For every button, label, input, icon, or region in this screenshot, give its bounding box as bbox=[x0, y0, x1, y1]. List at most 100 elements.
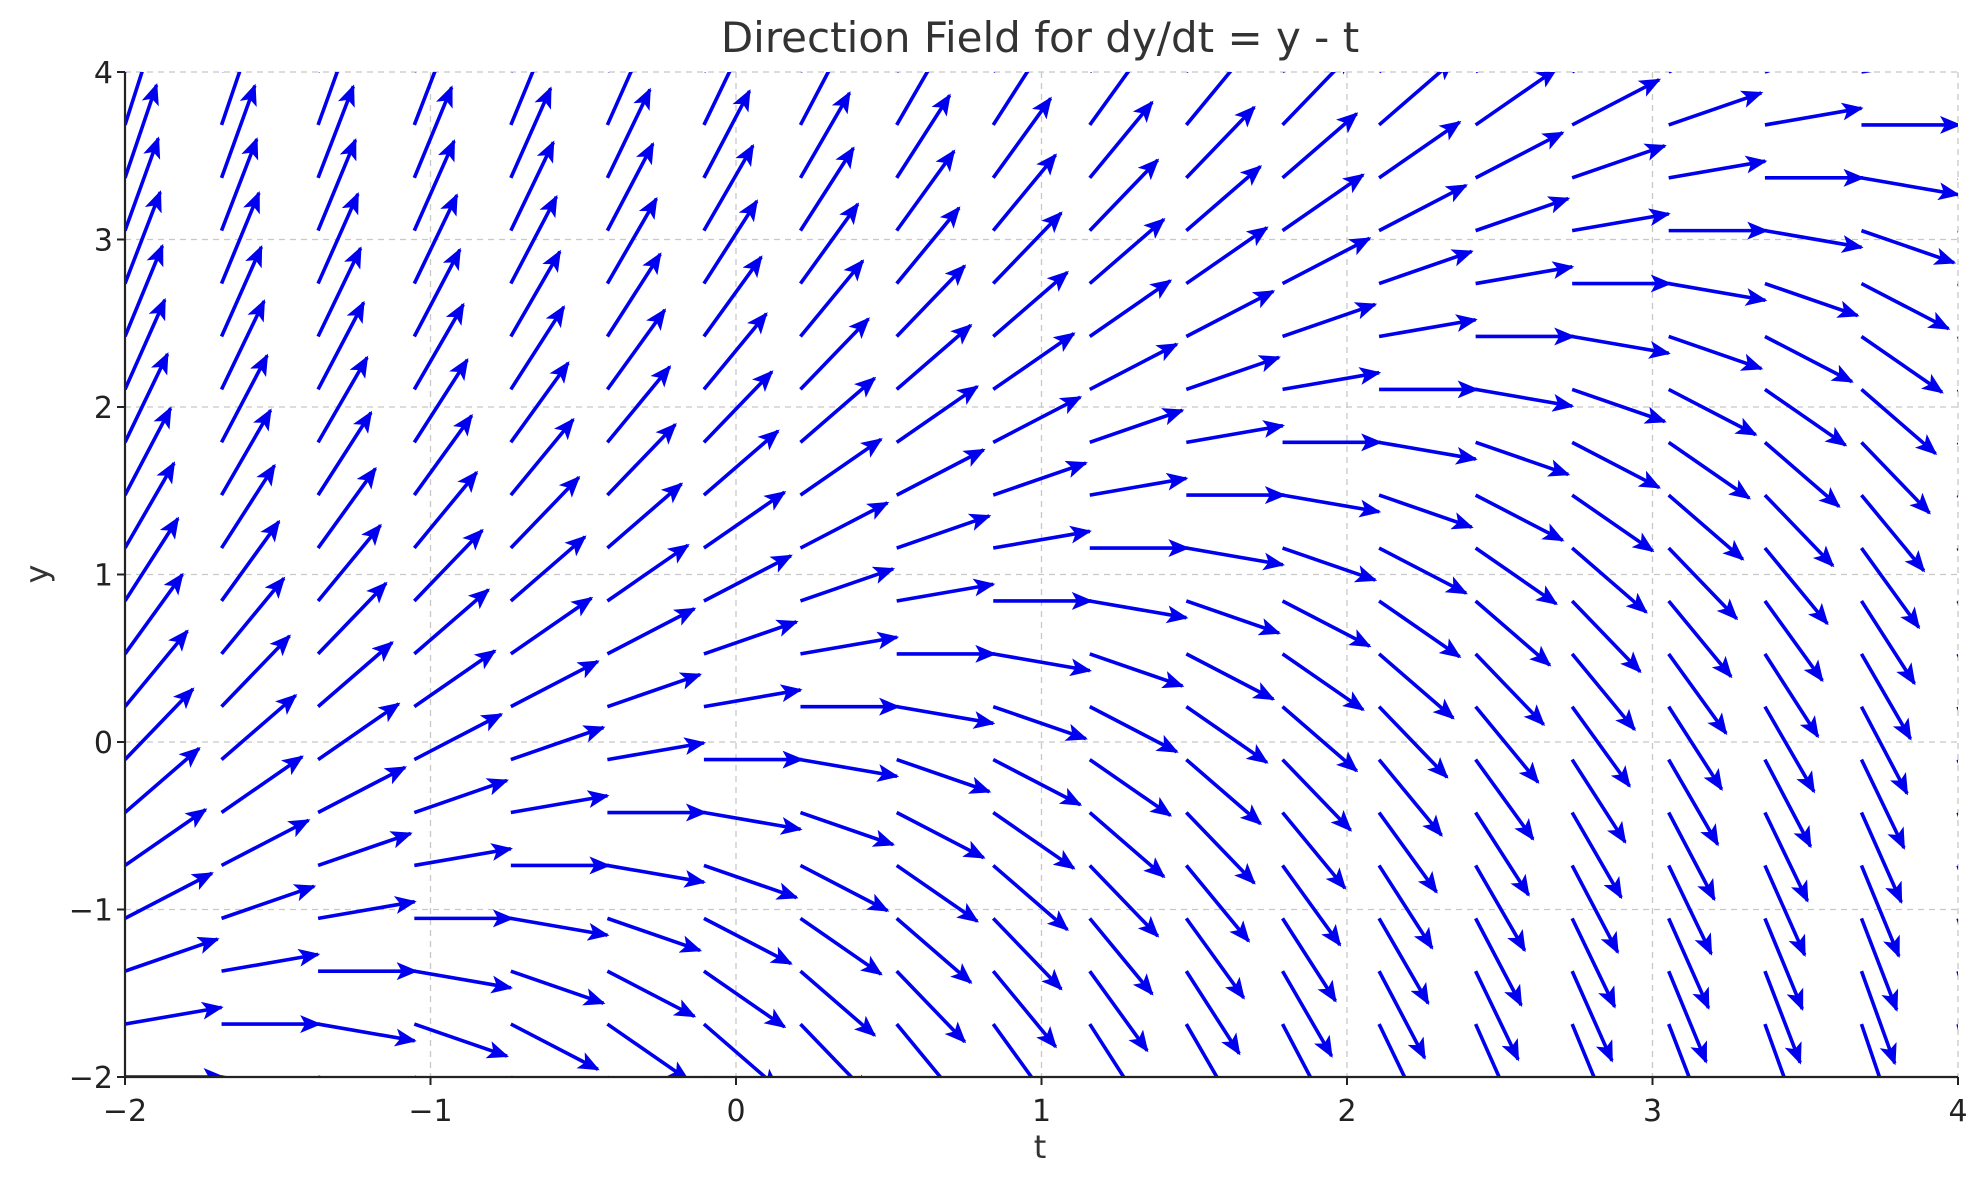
field-arrow bbox=[1474, 72, 1558, 127]
field-arrow bbox=[607, 1075, 611, 1077]
field-arrow bbox=[1474, 131, 1565, 180]
field-arrow bbox=[896, 704, 996, 729]
field-arrow bbox=[219, 190, 261, 285]
field-arrow bbox=[1570, 758, 1627, 844]
field-arrow bbox=[219, 408, 273, 497]
field-arrow bbox=[412, 302, 465, 391]
field-arrow bbox=[1474, 917, 1523, 1008]
field-arrow bbox=[1185, 105, 1256, 180]
field-arrow bbox=[221, 72, 224, 73]
field-arrow bbox=[1088, 864, 1160, 938]
field-arrow bbox=[317, 1022, 417, 1047]
field-arrow bbox=[316, 523, 382, 603]
field-arrow bbox=[125, 136, 161, 232]
field-arrow bbox=[413, 588, 491, 656]
field-arrow bbox=[1570, 811, 1623, 900]
field-arrow bbox=[1088, 917, 1154, 996]
field-arrow bbox=[606, 672, 703, 709]
field-arrow bbox=[1667, 440, 1752, 500]
field-arrow bbox=[125, 808, 208, 867]
field-arrow bbox=[992, 332, 1076, 391]
field-arrow bbox=[1378, 546, 1468, 595]
field-arrow bbox=[798, 146, 855, 232]
field-arrow bbox=[895, 149, 956, 232]
field-arrow bbox=[1378, 249, 1474, 286]
field-arrow bbox=[1859, 705, 1909, 796]
y-tick-label: 2 bbox=[94, 391, 113, 426]
field-arrow bbox=[412, 139, 456, 232]
tick-labels: −2 −1 0 1 2 3 4 −2 −1 0 1 2 3 4 bbox=[69, 56, 1968, 1129]
field-arrow bbox=[1377, 705, 1449, 779]
field-arrow bbox=[1570, 546, 1648, 614]
field-arrow bbox=[1282, 493, 1382, 518]
field-arrow bbox=[606, 482, 684, 550]
field-arrow bbox=[1861, 1076, 1864, 1077]
field-arrow bbox=[125, 1001, 224, 1026]
field-arrow bbox=[895, 385, 980, 444]
field-arrow bbox=[125, 190, 162, 285]
field-arrow bbox=[510, 1022, 600, 1071]
field-arrow bbox=[1956, 495, 1958, 499]
field-arrow bbox=[412, 193, 459, 285]
field-arrow bbox=[1667, 387, 1758, 437]
field-arrow bbox=[316, 192, 360, 285]
field-arrow bbox=[896, 513, 992, 550]
field-arrow bbox=[1281, 546, 1378, 583]
field-arrow bbox=[703, 684, 803, 709]
field-arrow bbox=[1184, 72, 1233, 127]
field-arrow bbox=[317, 896, 417, 921]
field-arrow bbox=[1474, 493, 1565, 542]
y-axis-label: y bbox=[18, 565, 56, 584]
field-arrow bbox=[1668, 155, 1768, 180]
field-arrow bbox=[509, 72, 535, 126]
field-arrow bbox=[605, 87, 652, 179]
field-arrow bbox=[220, 463, 276, 550]
field-arrow bbox=[318, 1075, 324, 1077]
field-arrow bbox=[125, 406, 173, 496]
field-arrow bbox=[1859, 1023, 1882, 1077]
field-arrow bbox=[1185, 811, 1256, 885]
field-arrow bbox=[896, 578, 996, 603]
field-arrow bbox=[702, 429, 780, 497]
field-arrow bbox=[125, 352, 170, 444]
field-arrow bbox=[1379, 1076, 1382, 1077]
field-arrow bbox=[895, 206, 961, 285]
field-arrow bbox=[1570, 1023, 1596, 1077]
field-arrow bbox=[1474, 705, 1540, 784]
field-arrow bbox=[1088, 342, 1179, 392]
field-arrow bbox=[1763, 864, 1807, 957]
field-arrow bbox=[509, 194, 558, 285]
field-arrow bbox=[1186, 420, 1286, 445]
field-arrow bbox=[606, 422, 677, 497]
field-arrow bbox=[607, 863, 707, 888]
field-arrow bbox=[1088, 705, 1179, 754]
field-arrow bbox=[1763, 917, 1804, 1011]
field-arrow bbox=[703, 619, 799, 656]
field-arrow bbox=[1860, 228, 1957, 265]
field-arrow bbox=[799, 916, 883, 976]
field-arrow bbox=[799, 566, 896, 603]
field-arrow bbox=[1089, 652, 1185, 689]
field-arrow bbox=[1956, 442, 1958, 446]
field-arrow bbox=[1667, 599, 1733, 679]
field-arrow bbox=[125, 72, 144, 126]
field-arrow bbox=[1089, 599, 1189, 624]
field-arrow bbox=[316, 84, 355, 179]
field-arrow bbox=[412, 247, 462, 338]
field-arrow bbox=[1282, 1076, 1285, 1077]
field-arrow bbox=[219, 72, 242, 126]
field-arrow bbox=[1859, 917, 1899, 1012]
field-arrow bbox=[895, 969, 967, 1044]
field-arrow bbox=[606, 969, 697, 1018]
field-arrow bbox=[992, 395, 1083, 444]
field-arrow bbox=[1088, 1023, 1126, 1077]
field-arrow bbox=[992, 652, 1092, 677]
x-tick-label: −1 bbox=[408, 1094, 452, 1129]
field-arrow bbox=[509, 417, 575, 497]
field-arrow bbox=[1185, 546, 1285, 571]
field-arrow bbox=[1763, 546, 1829, 626]
field-arrow bbox=[412, 470, 479, 550]
field-arrow bbox=[509, 249, 562, 338]
field-arrow bbox=[991, 153, 1057, 232]
field-arrow bbox=[1764, 102, 1864, 127]
